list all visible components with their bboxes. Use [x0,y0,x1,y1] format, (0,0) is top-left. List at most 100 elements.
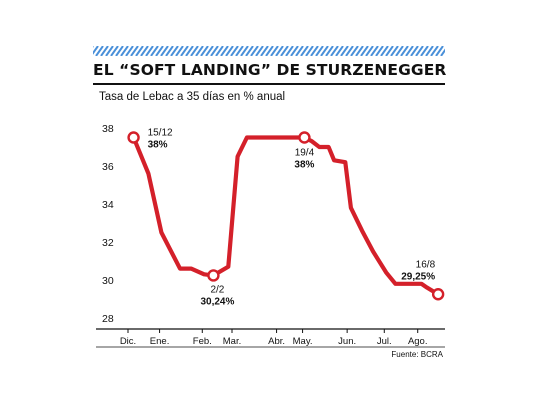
stripe-hatch [320,46,329,56]
stripe-hatch [415,46,424,56]
annotation-value: 29,25% [401,271,435,282]
annotation-marker [298,131,311,144]
stripe-hatch [335,46,344,56]
stripe-hatch [290,46,299,56]
stripe-hatch [300,46,309,56]
stripe-hatch [380,46,389,56]
stripe-hatch [325,46,334,56]
stripe-hatch [270,46,279,56]
x-tick-label: Jun. [338,336,356,347]
stripe-hatch [440,48,445,56]
y-tick-label: 32 [102,237,114,249]
x-tick-label: Abr. [268,336,285,347]
stripe-hatch [330,46,339,56]
x-tick-label: Feb. [193,336,212,347]
stripe-hatch [135,46,144,56]
source-note: Fuente: BCRA [391,350,443,359]
stripe-hatch [220,46,229,56]
stripe-hatch [280,46,289,56]
stripe-hatch [360,46,369,56]
stripe-hatch [115,46,124,56]
stripe-hatch [150,46,159,56]
stripe-hatch [145,46,154,56]
stripe-hatch [395,46,404,56]
stripe-hatch [435,46,444,56]
stripe-hatch [345,46,354,56]
stripe-hatch [93,46,99,55]
stripe-hatch [225,46,234,56]
stripe-hatch [235,46,244,56]
stripe-hatch [420,46,429,56]
stripe-hatch [160,46,169,56]
stripe-hatch [130,46,139,56]
stripe-hatch [255,46,264,56]
annotation-value: 38% [148,140,168,151]
stripe-hatch [105,46,114,56]
stripe-hatch [175,46,184,56]
stripe-hatch [315,46,324,56]
annotation-value: 38% [294,160,314,171]
stripe-hatch [305,46,314,56]
annotation-date: 19/4 [295,148,315,159]
stripe-hatch [295,46,304,56]
header-stripe [93,46,445,56]
stripe-hatch [370,46,379,56]
x-tick-label: Dic. [120,336,136,347]
y-tick-label: 30 [102,275,114,287]
chart-title: EL “SOFT LANDING” DE STURZENEGGER [93,61,447,79]
stripe-hatch [200,46,209,56]
stripe-hatch [405,46,414,56]
stripe-hatch [195,46,204,56]
annotation-value: 30,24% [200,296,234,307]
stripe-hatch [265,46,274,56]
y-tick-label: 38 [102,123,114,135]
stripe-hatch [400,46,409,56]
annotation-marker [127,131,140,144]
stripe-hatch [230,46,239,56]
stripe-hatch [205,46,214,56]
stripe-hatch [350,46,359,56]
annotation-date: 16/8 [416,259,436,270]
stripe-hatch [95,46,104,56]
stripe-hatch [165,46,174,56]
annotation-marker [207,269,220,282]
stripe-hatch [180,46,189,56]
annotation-date: 2/2 [210,284,224,295]
title-divider [93,83,445,85]
stripe-hatch [375,46,384,56]
x-tick-label: Jul. [377,336,392,347]
stripe-hatch [240,46,249,56]
stripe-hatch [385,46,394,56]
stripe-hatch [390,46,399,56]
stripe-hatch [100,46,109,56]
stripe-hatch [340,46,349,56]
stripe-hatch [125,46,134,56]
stripe-hatch [425,46,434,56]
x-tick-label: May. [293,336,313,347]
stripe-hatch [170,46,179,56]
stripe-hatch [245,46,254,56]
stripe-hatch [140,46,149,56]
annotation-marker [431,288,445,301]
x-tick-label: Ene. [150,336,170,347]
stripe-hatch [185,46,194,56]
chart-subtitle: Tasa de Lebac a 35 días en % anual [99,91,286,103]
stripe-hatch [155,46,164,56]
stripe-hatch [215,46,224,56]
y-tick-label: 36 [102,161,114,173]
stripe-hatch [285,46,294,56]
stripe-hatch [310,46,319,56]
stripe-hatch [430,46,439,56]
annotation-date: 15/12 [148,128,173,139]
stripe-hatch [190,46,199,56]
stripe-hatch [410,46,419,56]
series-line [131,135,441,297]
y-tick-label: 28 [102,313,114,325]
stripe-hatch [210,46,219,56]
stripe-hatch [365,46,374,56]
x-tick-label: Mar. [223,336,241,347]
x-tick-label: Ago. [408,336,428,347]
stripe-hatch [250,46,259,56]
stripe-hatch [110,46,119,56]
